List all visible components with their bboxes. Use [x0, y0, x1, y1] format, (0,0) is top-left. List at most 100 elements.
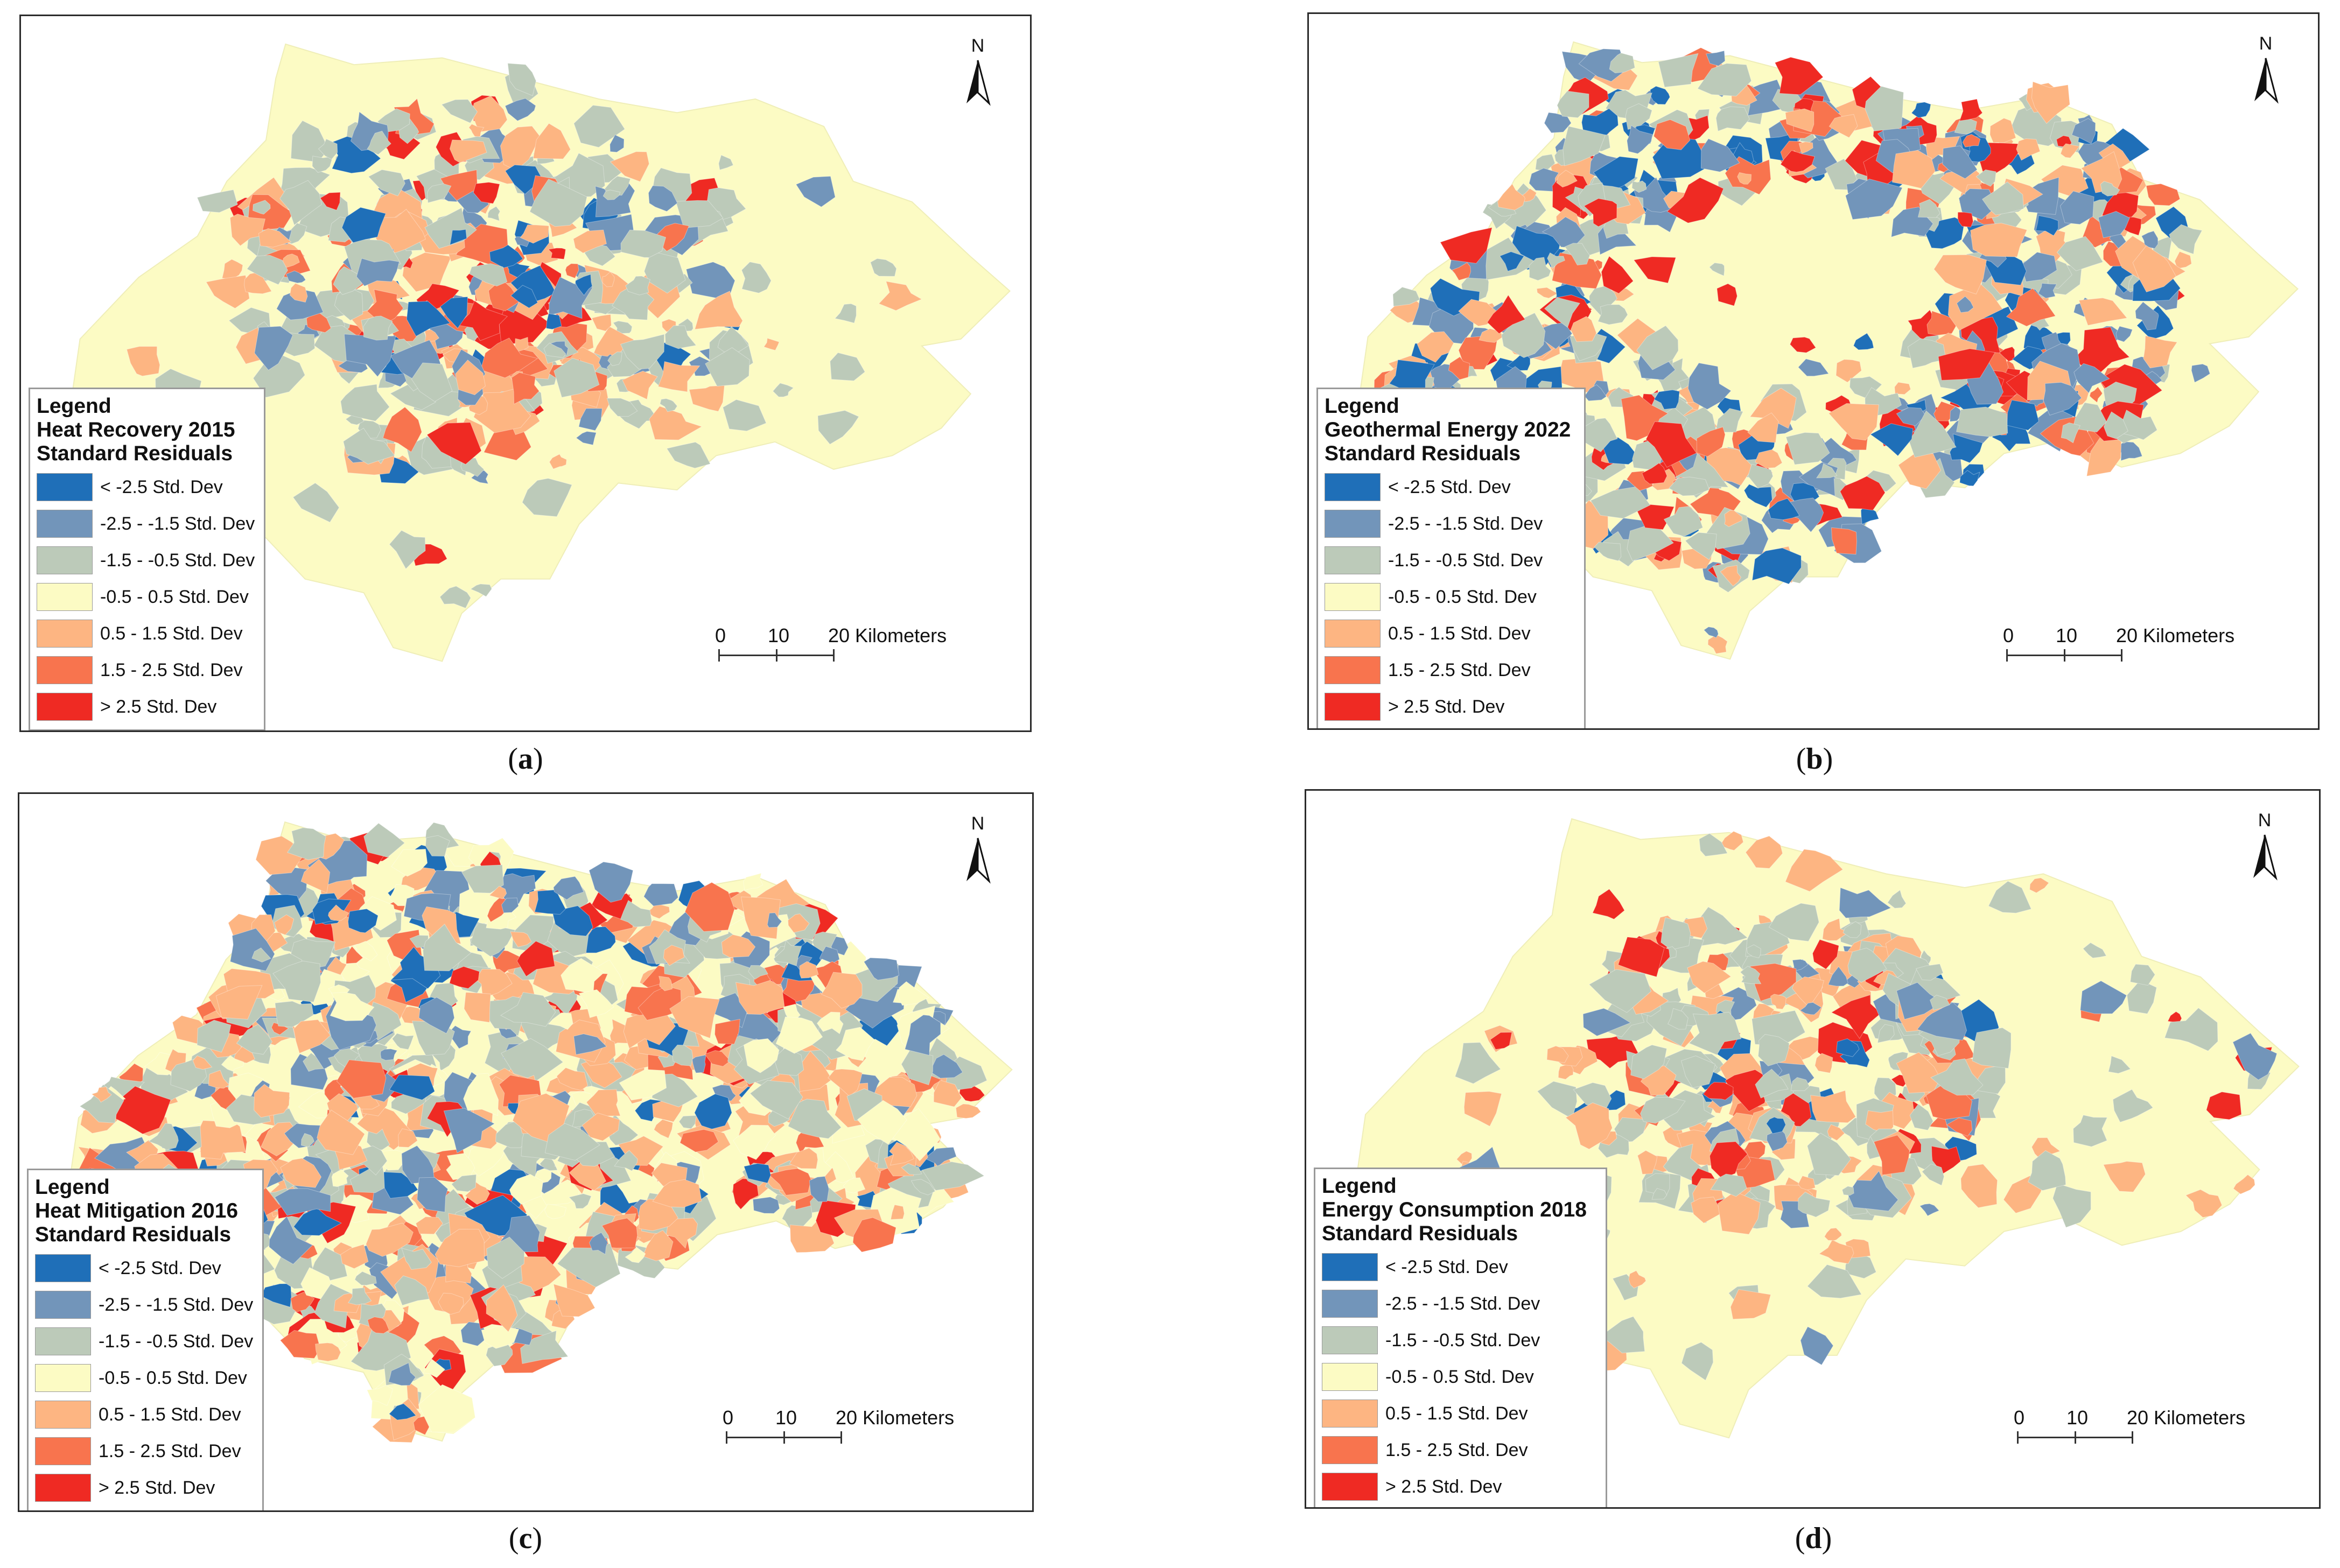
scale-tick	[783, 1431, 785, 1444]
district-polygon	[463, 1073, 499, 1116]
district-polygon	[2060, 143, 2080, 158]
district-polygon	[789, 1148, 818, 1169]
district-polygon	[340, 384, 390, 421]
district-polygon	[1454, 1042, 1501, 1084]
district-polygon	[652, 1179, 702, 1208]
district-polygon	[1633, 256, 1677, 284]
scale-label-0: 0	[2003, 624, 2014, 646]
legend-label: > 2.5 Std. Dev	[100, 696, 217, 717]
district-polygon	[489, 885, 507, 899]
north-arrow-b: N	[2247, 30, 2285, 106]
legend-swatch	[35, 1291, 91, 1319]
district-polygon	[300, 859, 331, 894]
district-polygon	[2071, 118, 2096, 144]
district-polygon	[1745, 835, 1783, 869]
legend-title: Geothermal Energy 2022	[1325, 418, 1571, 441]
district-polygon	[694, 291, 743, 330]
district-polygon	[2080, 980, 2127, 1014]
district-polygon	[1565, 1102, 1613, 1150]
legend-rows: < -2.5 Std. Dev -2.5 - -1.5 Std. Dev -1.5 …	[35, 1250, 256, 1506]
district-polygon	[422, 1358, 446, 1378]
district-polygon	[1558, 1064, 1574, 1080]
district-polygon	[788, 1099, 842, 1139]
district-polygon	[1828, 114, 1858, 138]
legend-label: -0.5 - 0.5 Std. Dev	[99, 1367, 247, 1388]
district-polygon	[340, 1244, 369, 1269]
legend-label: > 2.5 Std. Dev	[1385, 1476, 1502, 1497]
district-polygon	[522, 478, 572, 517]
district-polygon	[1557, 90, 1589, 118]
north-label: N	[971, 813, 985, 834]
district-polygon	[1911, 102, 1931, 118]
district-polygon	[354, 940, 378, 962]
district-polygon	[1757, 1034, 1790, 1066]
district-polygon	[1654, 389, 1680, 410]
district-polygon	[1691, 1197, 1722, 1224]
district-polygon	[684, 882, 735, 932]
district-polygon	[834, 303, 857, 324]
district-polygon	[649, 406, 703, 440]
district-polygon	[1666, 177, 1724, 223]
district-polygon	[775, 1016, 823, 1054]
district-polygon	[274, 1188, 331, 1216]
district-polygon	[192, 1055, 213, 1070]
legend-item: -2.5 - -1.5 Std. Dev	[37, 505, 257, 542]
district-polygon	[743, 1038, 780, 1073]
district-polygon	[366, 1385, 394, 1407]
district-polygon	[1792, 959, 1809, 972]
district-polygon	[1917, 1002, 1967, 1041]
district-polygon	[2132, 245, 2177, 293]
scale-tick	[2132, 1431, 2133, 1444]
legend-label: 1.5 - 2.5 Std. Dev	[100, 659, 243, 680]
district-polygon	[1831, 994, 1882, 1039]
district-polygon	[816, 1011, 844, 1035]
district-polygon	[380, 1049, 398, 1061]
district-polygon	[401, 1247, 432, 1270]
district-polygon	[1707, 634, 1728, 654]
district-polygon	[843, 1177, 866, 1193]
district-polygon	[363, 822, 405, 858]
district-polygon	[548, 248, 566, 260]
legend-label: -1.5 - -0.5 Std. Dev	[99, 1331, 254, 1352]
district-polygon	[1972, 1027, 2012, 1069]
district-polygon	[1640, 1096, 1686, 1124]
district-polygon	[344, 334, 396, 377]
district-polygon	[752, 1197, 780, 1214]
legend-swatch	[1325, 473, 1381, 501]
district-polygon	[1954, 117, 1977, 135]
district-polygon	[510, 285, 538, 308]
district-polygon	[258, 228, 292, 248]
legend-swatch	[1322, 1400, 1378, 1428]
district-polygon	[1696, 426, 1726, 457]
district-polygon	[1417, 331, 1454, 363]
scale-tick	[2075, 1431, 2076, 1444]
district-polygon	[275, 1001, 314, 1028]
legend-swatch	[1322, 1363, 1378, 1391]
north-label: N	[2259, 33, 2273, 54]
legend-label: -2.5 - -1.5 Std. Dev	[1385, 1293, 1540, 1314]
district-polygon	[279, 180, 323, 226]
district-polygon	[905, 1014, 941, 1056]
legend-title: Heat Mitigation 2016	[35, 1199, 239, 1222]
district-polygon	[1960, 1164, 1998, 1208]
district-polygon	[2103, 411, 2128, 439]
district-polygon	[1547, 252, 1566, 269]
district-polygon	[901, 1163, 922, 1175]
district-polygon	[1956, 406, 2008, 437]
legend-label: < -2.5 Std. Dev	[1385, 1256, 1508, 1277]
district-polygon	[1719, 831, 1744, 851]
legend-swatch	[37, 656, 93, 684]
district-polygon	[569, 1193, 592, 1209]
district-polygon	[1717, 283, 1738, 306]
district-polygon	[1490, 1032, 1512, 1050]
district-polygon	[1898, 453, 1942, 489]
legend-item: -1.5 - -0.5 Std. Dev	[1322, 1322, 1599, 1359]
district-polygon	[772, 383, 794, 397]
district-polygon	[1909, 1103, 1933, 1131]
scale-bar-d: 0 10 20 Kilometers	[2014, 1407, 2245, 1450]
legend-swatch	[37, 583, 93, 611]
district-polygon	[276, 289, 324, 320]
district-polygon	[356, 258, 400, 287]
district-polygon	[898, 981, 929, 1006]
district-polygon	[464, 992, 491, 1023]
